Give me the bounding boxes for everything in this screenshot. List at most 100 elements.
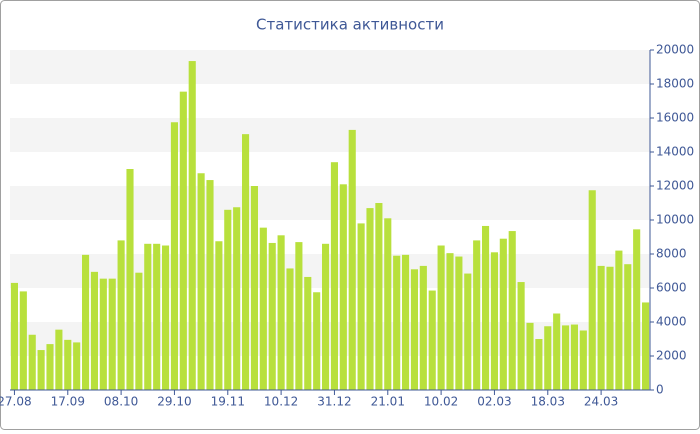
bar	[588, 190, 596, 390]
x-tick-label: 18.03	[531, 395, 565, 409]
grid-band	[10, 186, 650, 220]
bar	[535, 339, 543, 390]
bar	[268, 242, 276, 390]
x-tick-label: 10.12	[264, 395, 298, 409]
bar	[357, 223, 365, 390]
bar	[499, 238, 507, 390]
bar	[633, 229, 641, 390]
bar	[242, 134, 250, 390]
y-tick-label: 0	[656, 383, 664, 397]
grid-band	[10, 118, 650, 152]
bar	[490, 252, 498, 390]
bar	[144, 243, 152, 390]
bar	[10, 282, 18, 390]
bar	[170, 122, 178, 390]
bar	[188, 61, 196, 391]
bar	[526, 322, 534, 390]
bar	[126, 169, 134, 390]
x-tick-label: 02.03	[477, 395, 511, 409]
bar	[64, 339, 72, 390]
bar	[482, 225, 490, 390]
y-tick-label: 18000	[656, 77, 694, 91]
bar	[197, 173, 205, 390]
bar	[233, 207, 241, 390]
bar	[90, 271, 98, 390]
bar	[544, 326, 552, 390]
bar	[410, 269, 418, 390]
bar	[19, 291, 27, 390]
x-tick-label: 21.01	[371, 395, 405, 409]
bar	[455, 256, 463, 390]
bar	[28, 334, 36, 390]
bar	[179, 91, 187, 391]
bar	[615, 250, 623, 390]
grid-band	[10, 254, 650, 288]
bar	[73, 342, 81, 390]
bar	[135, 272, 143, 390]
x-tick-label: 31.12	[317, 395, 351, 409]
grid-band	[10, 322, 650, 356]
bar	[402, 254, 410, 390]
bar	[508, 231, 516, 390]
bar	[322, 243, 330, 390]
y-tick-label: 2000	[656, 349, 687, 363]
bar	[642, 302, 650, 390]
x-tick-label: 10.02	[424, 395, 458, 409]
bar	[428, 290, 436, 390]
bar	[570, 324, 578, 390]
bar	[330, 162, 338, 390]
bar	[473, 240, 481, 390]
bar	[437, 245, 445, 390]
bar	[162, 245, 170, 390]
x-tick-label: 17.09	[51, 395, 85, 409]
bar	[366, 208, 374, 390]
x-tick-label: 19.11	[211, 395, 245, 409]
bar	[313, 292, 321, 390]
bar	[250, 186, 258, 390]
y-tick-label: 6000	[656, 281, 687, 295]
bar	[99, 278, 107, 390]
x-tick-label: 29.10	[157, 395, 191, 409]
bar	[206, 180, 214, 390]
bar	[562, 325, 570, 390]
bar	[375, 203, 383, 390]
x-tick-label: 24.03	[584, 395, 618, 409]
bar	[295, 242, 303, 390]
x-tick-label: 08.10	[104, 395, 138, 409]
bar	[553, 313, 561, 390]
chart-title: Статистика активности	[256, 16, 444, 34]
grid-band	[10, 50, 650, 84]
y-tick-label: 14000	[656, 145, 694, 159]
bar	[224, 209, 232, 390]
bar	[153, 243, 161, 390]
bar	[517, 282, 525, 390]
bar	[624, 264, 632, 390]
bar	[277, 235, 285, 390]
bar	[446, 253, 454, 390]
bar	[339, 184, 347, 390]
y-tick-label: 12000	[656, 179, 694, 193]
bar	[579, 330, 587, 390]
bar	[37, 350, 45, 390]
bar	[419, 265, 427, 390]
bar	[82, 254, 90, 390]
bar	[215, 241, 223, 390]
bar	[286, 268, 294, 390]
bar	[117, 240, 125, 390]
bar	[55, 329, 63, 390]
bar	[46, 344, 54, 390]
bar	[464, 273, 472, 390]
y-tick-label: 10000	[656, 213, 694, 227]
bar	[108, 278, 116, 390]
bar	[304, 276, 312, 390]
bar	[259, 227, 267, 390]
bar	[597, 265, 605, 390]
y-tick-label: 16000	[656, 111, 694, 125]
y-tick-label: 4000	[656, 315, 687, 329]
x-tick-label: 27.08	[0, 395, 32, 409]
y-tick-label: 20000	[656, 43, 694, 57]
bar	[393, 255, 401, 390]
bar	[606, 266, 614, 390]
bar	[348, 129, 356, 390]
